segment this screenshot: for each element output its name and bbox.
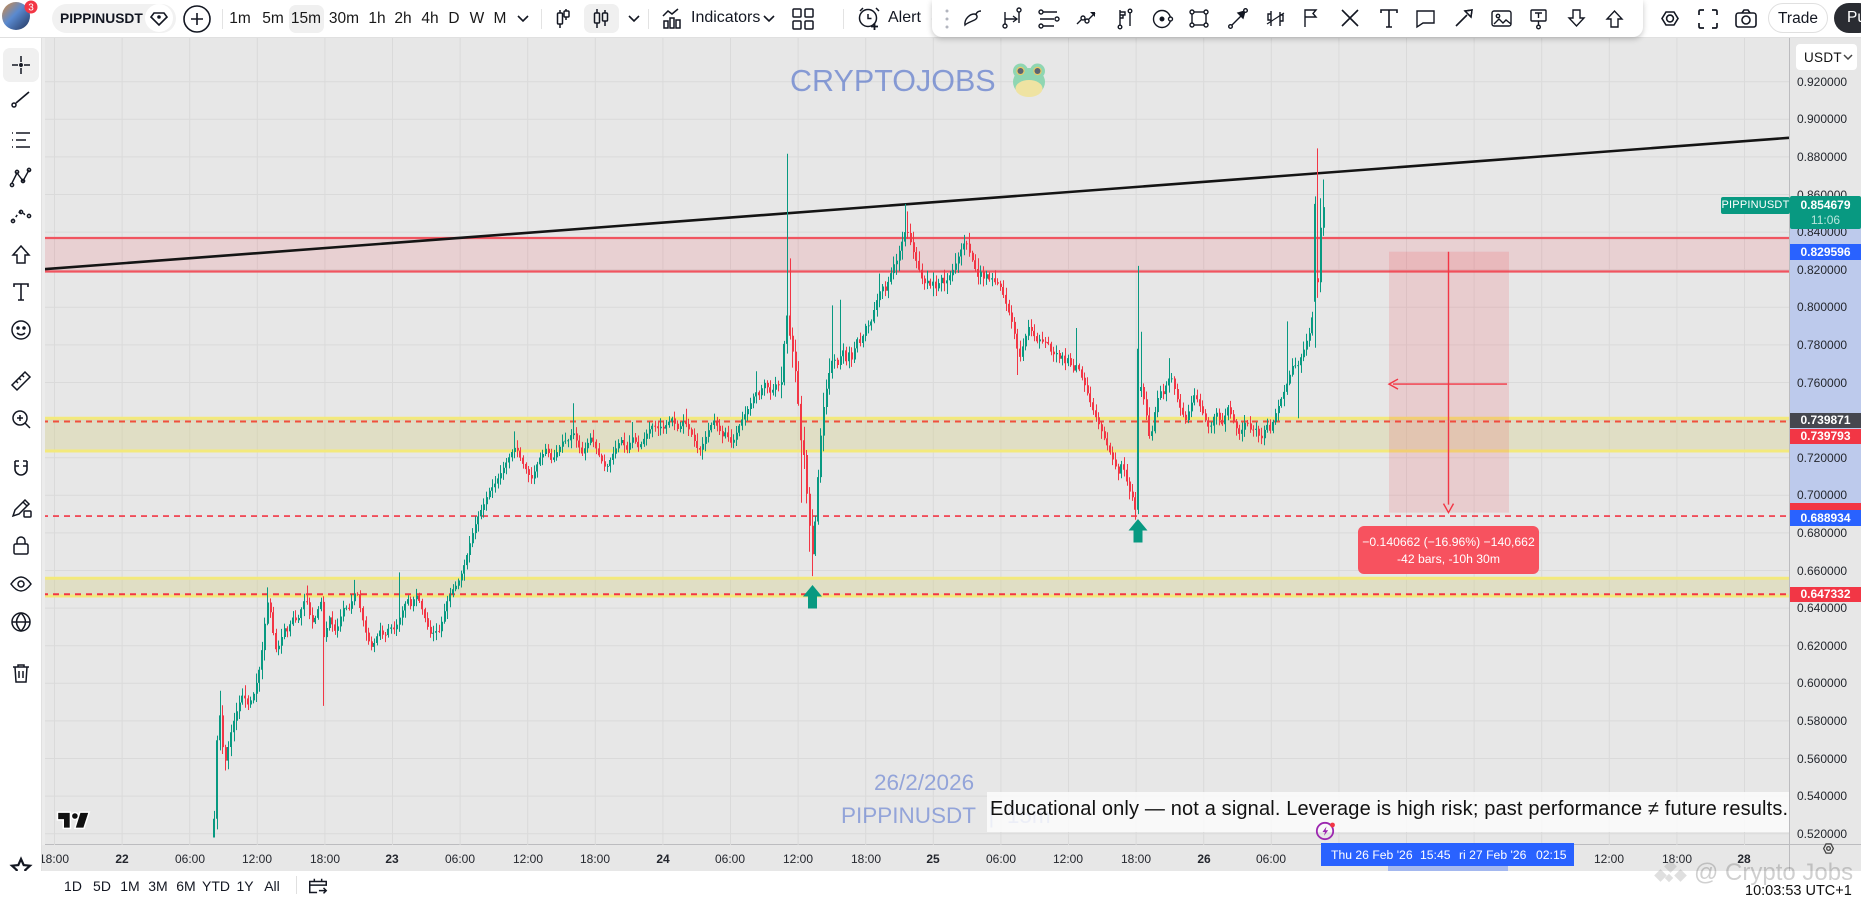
svg-text:3: 3 [28, 3, 34, 14]
